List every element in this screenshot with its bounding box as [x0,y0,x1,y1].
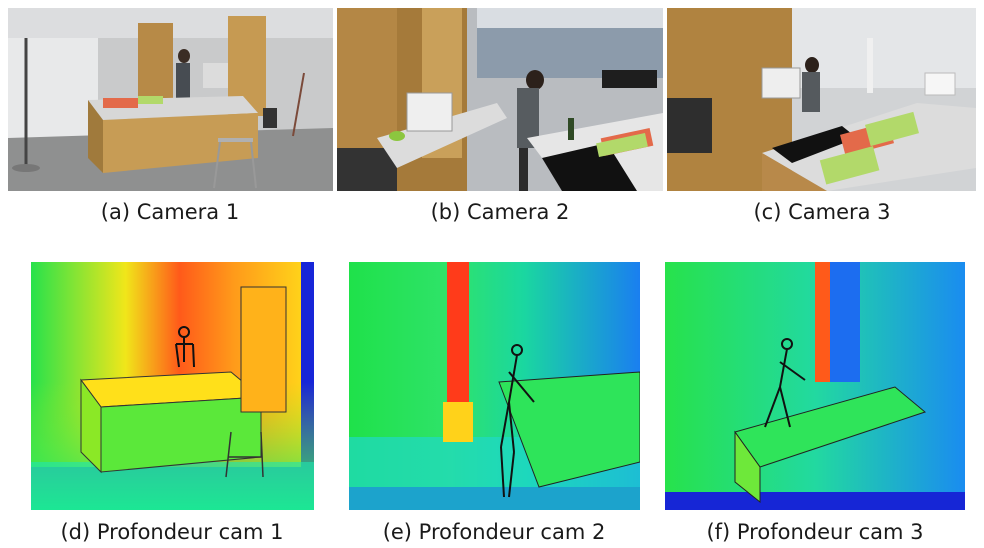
camera-3-image [667,8,976,191]
caption-c-text: (c) Camera 3 [753,200,891,224]
camera-1-image [8,8,333,191]
caption-camera-2: (b) Camera 2 [340,200,660,224]
caption-camera-1: (a) Camera 1 [10,200,330,224]
caption-depth-2: (e) Profondeur cam 2 [334,520,654,544]
camera-2-image [337,8,663,191]
caption-e-text: (e) Profondeur cam 2 [382,520,606,544]
depth-camera-3-image [665,262,965,510]
caption-b-text: (b) Camera 2 [430,200,570,224]
caption-depth-1: (d) Profondeur cam 1 [12,520,332,544]
caption-depth-3: (f) Profondeur cam 3 [655,520,975,544]
depth-camera-1-image [31,262,314,510]
caption-a-text: (a) Camera 1 [100,200,240,224]
caption-f-text: (f) Profondeur cam 3 [706,520,924,544]
depth-camera-2-image [349,262,640,510]
caption-camera-3: (c) Camera 3 [662,200,982,224]
caption-d-text: (d) Profondeur cam 1 [60,520,284,544]
